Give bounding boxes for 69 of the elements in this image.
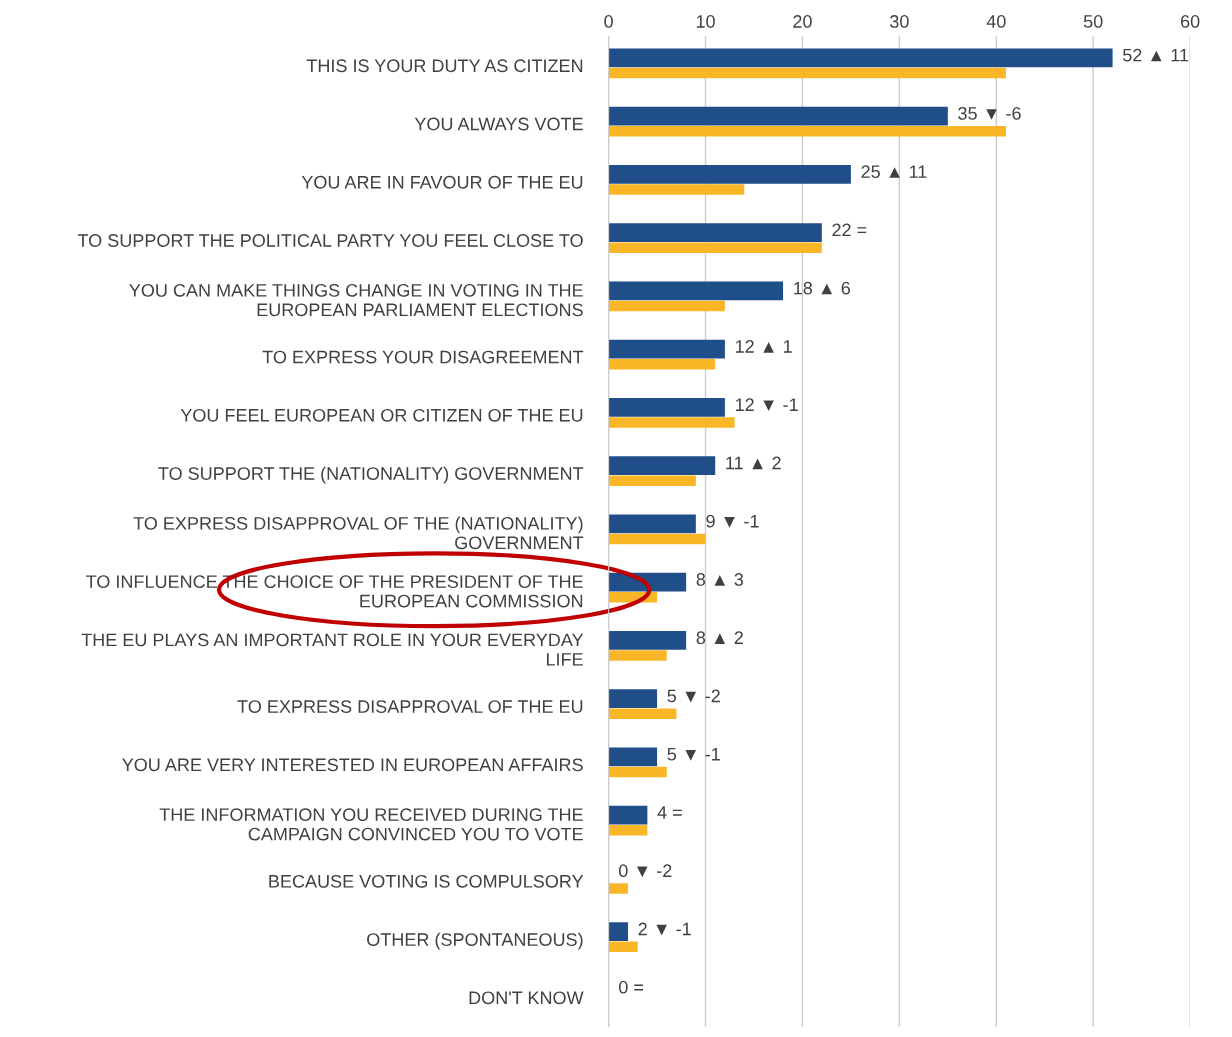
bar [608,300,725,312]
y-tick-label: OTHER (SPONTANEOUS) [367,932,583,950]
data-label: 8 ▲ 2 [696,631,743,645]
y-tick-label: THE INFORMATION YOU RECEIVED DURING THE CAMPAIGN CONVINCED YOU TO VOTE [159,808,583,841]
y-tick-label: YOU CAN MAKE THINGS CHANGE IN VOTING IN THE EUROPEAN PARLIAMENT ELECTIONS [129,283,583,317]
y-tick-label: YOU ALWAYS VOTE [414,117,583,131]
bar [608,631,687,650]
bar [608,359,716,370]
data-label: 5 ▼ -1 [667,747,720,761]
bar [608,281,784,301]
y-tick-label: DON'T KNOW [469,991,584,1005]
bar [608,67,1006,79]
data-label: 11 ▲ 2 [726,456,781,470]
bar [608,533,706,545]
data-label: 25 ▲ 11 [861,165,927,179]
x-tick-label: 0 [604,15,613,28]
y-tick-label: TO EXPRESS DISAPPROVAL OF THE (NATIONALITY) GOVERNMENT [133,516,584,550]
bar [608,242,822,253]
x-tick-label: 30 [890,15,909,28]
x-tick-label: 60 [1180,15,1200,28]
bar [608,126,1006,137]
y-tick-label: YOU FEEL EUROPEAN OR CITIZEN OF THE EU [180,408,583,422]
bar [608,475,696,487]
data-label: 12 ▲ 1 [735,340,792,353]
y-tick-label: TO SUPPORT THE (NATIONALITY) GOVERNMENT [158,466,584,484]
data-label: 2 ▼ -1 [638,922,691,936]
data-label: 0 ▼ -2 [619,864,672,878]
bar [608,747,658,767]
data-label: 5 ▼ -2 [667,689,720,703]
data-label: 12 ▼ -1 [735,398,798,412]
bar [608,48,1113,68]
x-tick-label: 50 [1083,15,1103,28]
y-tick-label: BECAUSE VOTING IS COMPULSORY [269,874,584,888]
bar [608,766,667,778]
bar [608,922,628,941]
bar [608,941,638,953]
x-tick-label: 20 [793,15,812,28]
y-tick-label: THE EU PLAYS AN IMPORTANT ROLE IN YOUR EVERYDAY LIFE [81,633,584,666]
bar [608,883,628,894]
x-tick-label: 40 [986,15,1006,28]
y-tick-label: TO SUPPORT THE POLITICAL PARTY YOU FEEL CLOSE TO [77,234,583,247]
bar [608,689,658,708]
data-label: 18 ▲ 6 [794,281,850,295]
bar [608,825,648,836]
y-tick-label: YOU ARE VERY INTERESTED IN EUROPEAN AFFAIRS [122,758,583,772]
y-tick-label: TO EXPRESS DISAPPROVAL OF THE EU [237,700,583,713]
bar [608,650,667,661]
data-label: 4 = [657,806,682,819]
bar [608,708,677,720]
data-label: 0 = [619,980,644,994]
data-label: 35 ▼ -6 [958,107,1021,120]
bar [608,223,822,242]
data-label: 52 ▲ 11 [1122,48,1189,62]
bar [608,456,716,475]
bar [608,805,648,825]
bar [608,165,851,184]
data-label: 22 = [832,223,867,237]
bar [608,339,725,359]
bar [608,184,745,195]
data-label: 8 ▲ 3 [696,573,744,586]
x-tick-label: 10 [696,15,715,28]
y-tick-label: TO EXPRESS YOUR DISAGREEMENT [262,350,584,364]
y-tick-label: THIS IS YOUR DUTY AS CITIZEN [306,59,583,73]
bar [608,514,696,534]
bar [608,106,948,126]
bar [608,417,735,428]
y-tick-label: YOU ARE IN FAVOUR OF THE EU [301,175,583,189]
bar [608,398,725,417]
data-label: 9 ▼ -1 [706,514,759,528]
